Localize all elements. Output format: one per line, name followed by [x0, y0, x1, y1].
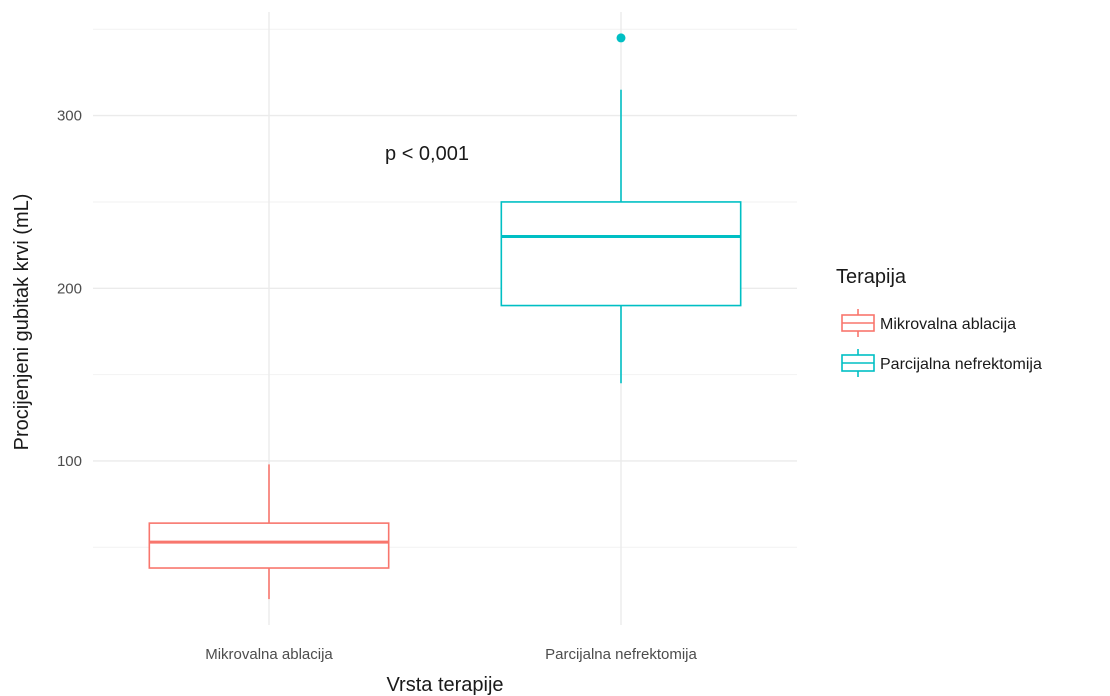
legend-title: Terapija — [836, 266, 907, 288]
legend-item: Mikrovalna ablacija — [841, 309, 1016, 337]
p-value-annotation: p < 0,001 — [385, 143, 469, 165]
axis-ticks: 100 200 300 Mikrovalna ablacija Parcijalna n… — [57, 108, 698, 663]
legend-items: Mikrovalna ablacija Parcijalna nefrektomi… — [841, 309, 1042, 377]
legend-label: Mikrovalna ablacija — [880, 316, 1016, 333]
outlier-point — [616, 33, 626, 43]
x-tick-label: Parcijalna nefrektomija — [545, 646, 697, 663]
x-tick-label: Mikrovalna ablacija — [205, 646, 333, 663]
legend: Terapija Mikrovalna ablacija Parcijalna n… — [836, 266, 1042, 377]
boxes — [148, 33, 742, 600]
y-tick-label: 300 — [57, 108, 82, 125]
legend-label: Parcijalna nefrektomija — [880, 356, 1042, 373]
legend-item: Parcijalna nefrektomija — [841, 349, 1042, 377]
box-1 — [148, 464, 390, 600]
box-2 — [500, 33, 742, 384]
box-body — [148, 522, 390, 569]
y-tick-label: 200 — [57, 280, 82, 297]
x-axis-title: Vrsta terapije — [386, 674, 503, 696]
y-axis-title: Procijenjeni gubitak krvi (mL) — [11, 194, 33, 451]
y-tick-label: 100 — [57, 453, 82, 470]
box-body — [500, 201, 742, 307]
